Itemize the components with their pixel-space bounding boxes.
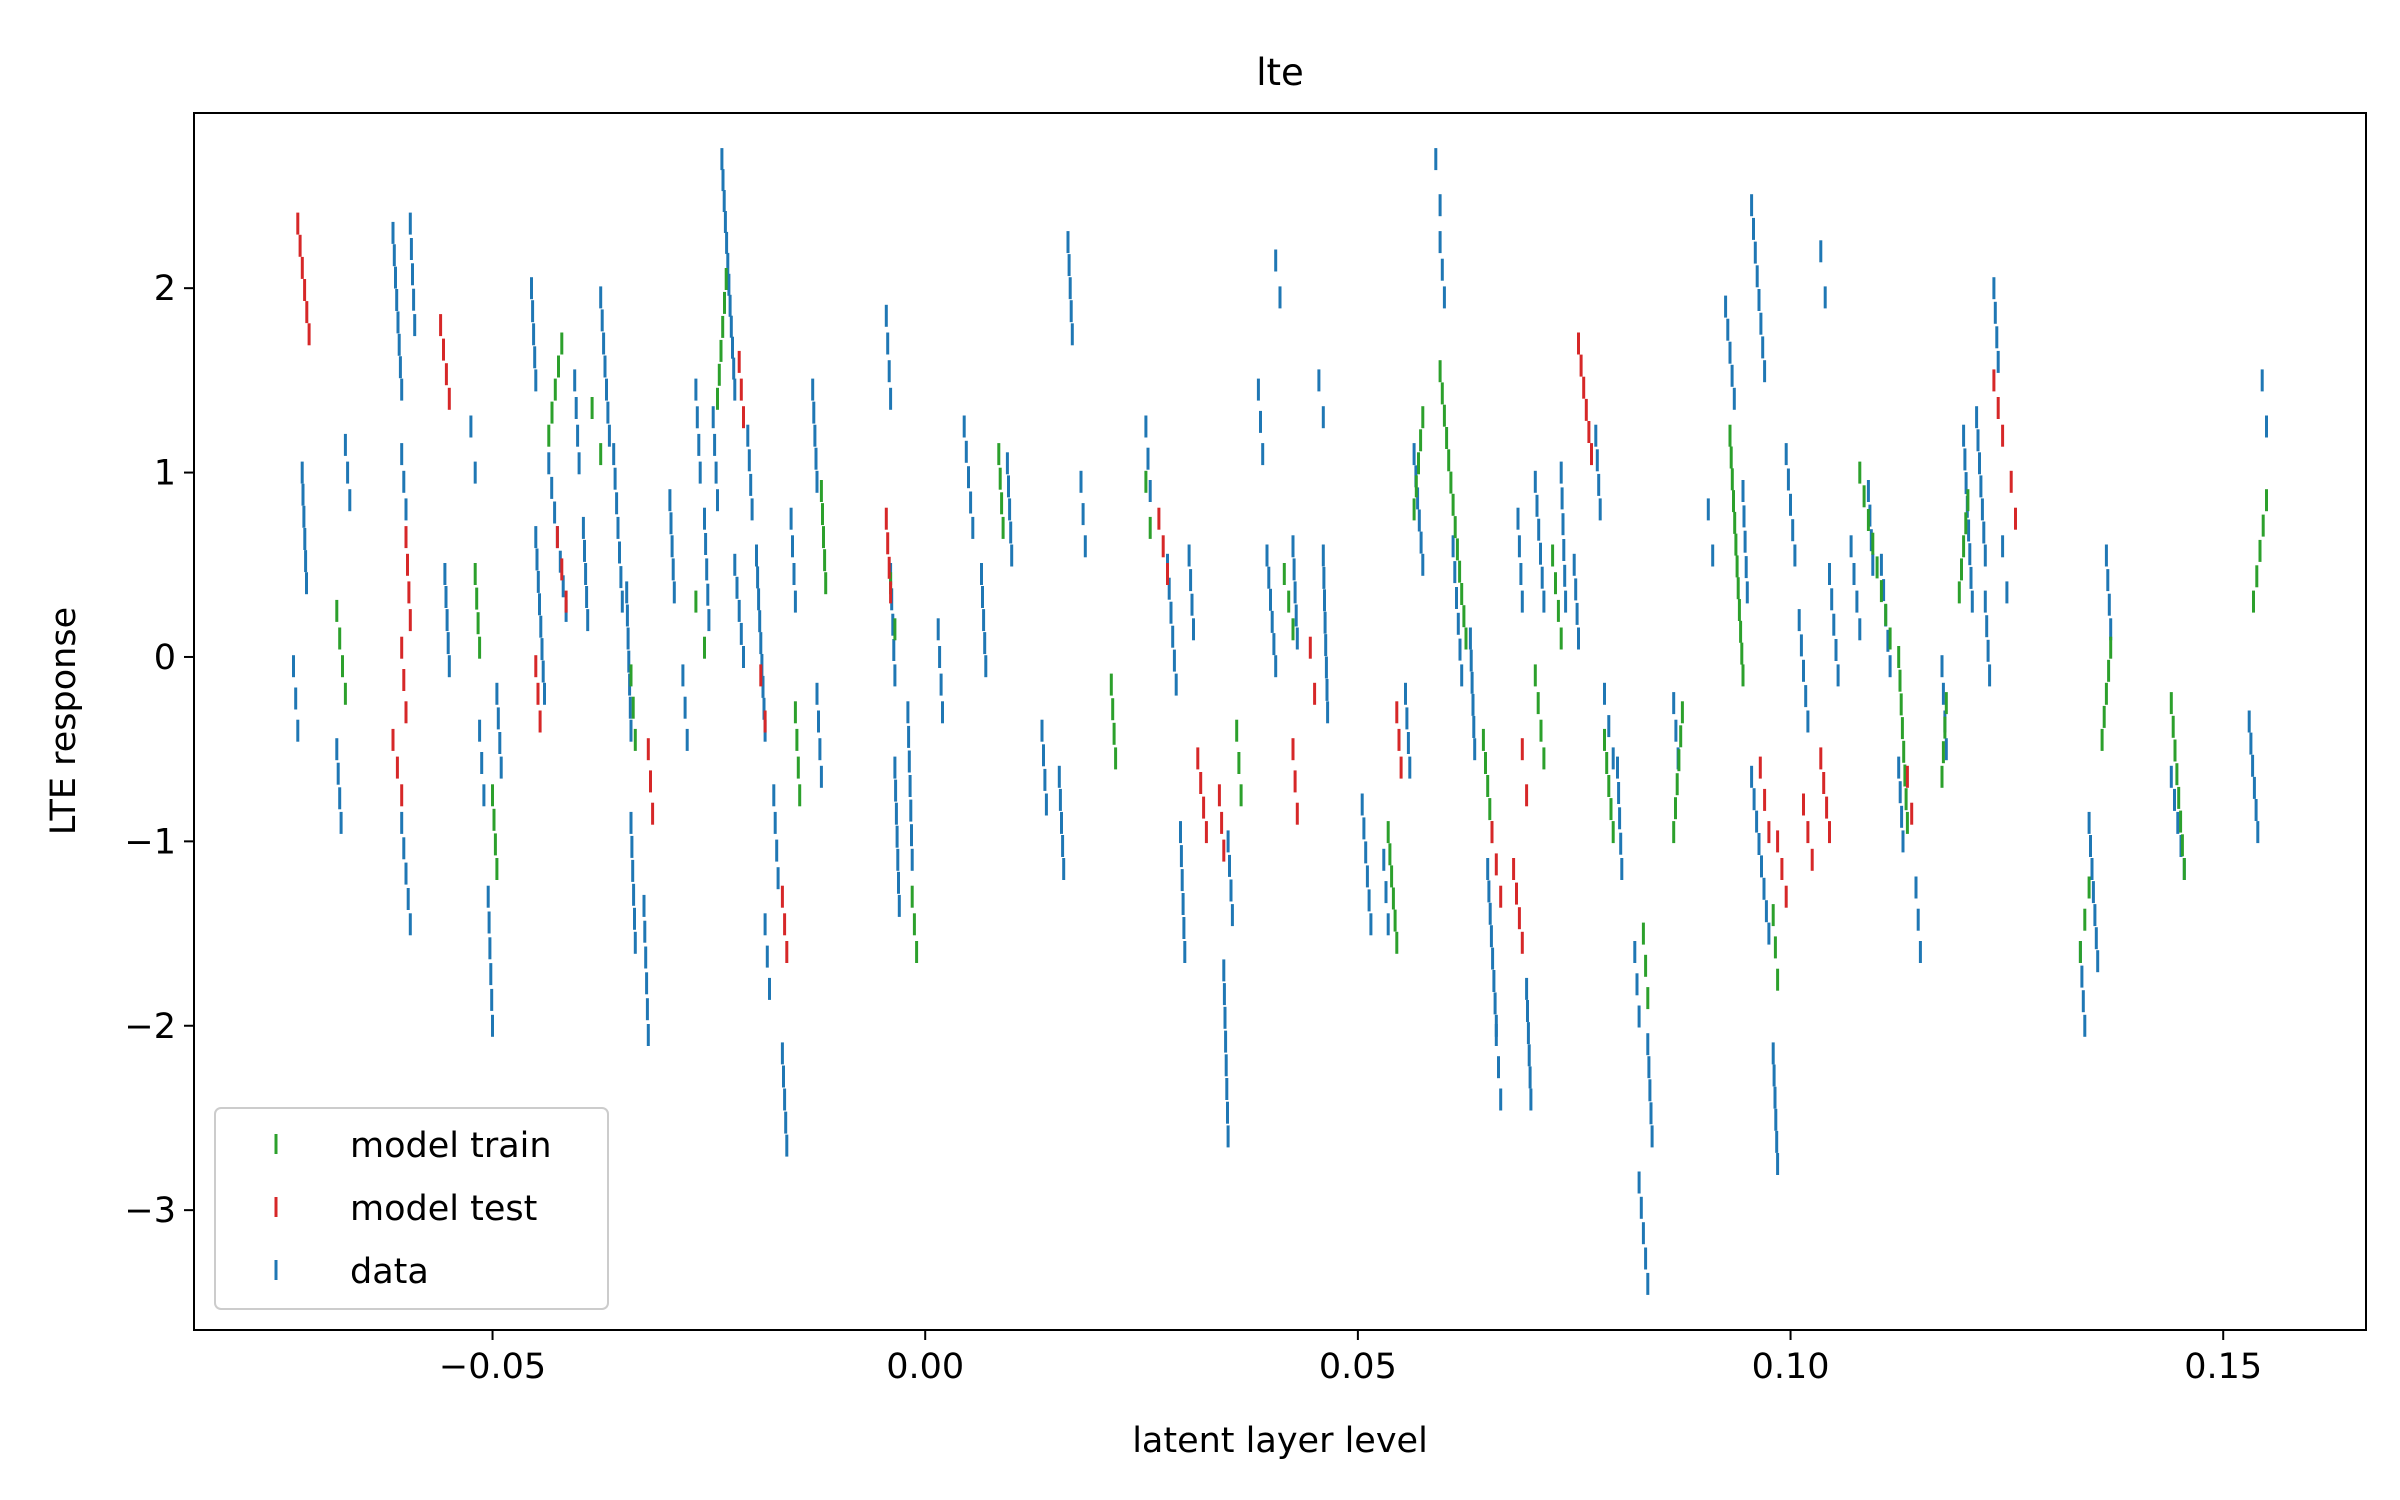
x-tick-label: 0.10 bbox=[1752, 1347, 1830, 1387]
series-model-train bbox=[335, 268, 2268, 1010]
legend-box bbox=[214, 1107, 609, 1310]
x-tick-label: 0.15 bbox=[2184, 1347, 2262, 1387]
x-tick-label: 0.05 bbox=[1319, 1347, 1397, 1387]
y-tick-label: 2 bbox=[154, 269, 176, 309]
plot-area bbox=[292, 148, 2268, 1295]
axes-frame bbox=[193, 112, 2367, 1331]
series-data bbox=[292, 148, 2268, 1295]
axis-ticks: −0.05 0.00 0.05 0.10 0.15 −3 −2 −1 0 1 2 bbox=[124, 269, 2262, 1387]
legend-label-model-train: model train bbox=[350, 1126, 552, 1166]
chart-title: lte bbox=[1256, 51, 1304, 94]
legend-label-model-test: model test bbox=[350, 1189, 537, 1229]
legend: model train model test data bbox=[214, 1107, 609, 1310]
x-tick-label: −0.05 bbox=[439, 1347, 546, 1387]
y-tick-label: −2 bbox=[124, 1007, 176, 1047]
series-model-test bbox=[296, 212, 2017, 963]
y-axis-label: LTE response bbox=[44, 607, 84, 835]
x-tick-label: 0.00 bbox=[886, 1347, 964, 1387]
x-axis-label: latent layer level bbox=[1132, 1421, 1428, 1461]
y-tick-label: 0 bbox=[154, 638, 176, 678]
legend-label-data: data bbox=[350, 1252, 429, 1292]
y-tick-label: −3 bbox=[124, 1191, 176, 1231]
y-tick-label: 1 bbox=[154, 454, 176, 494]
y-tick-label: −1 bbox=[124, 822, 176, 862]
